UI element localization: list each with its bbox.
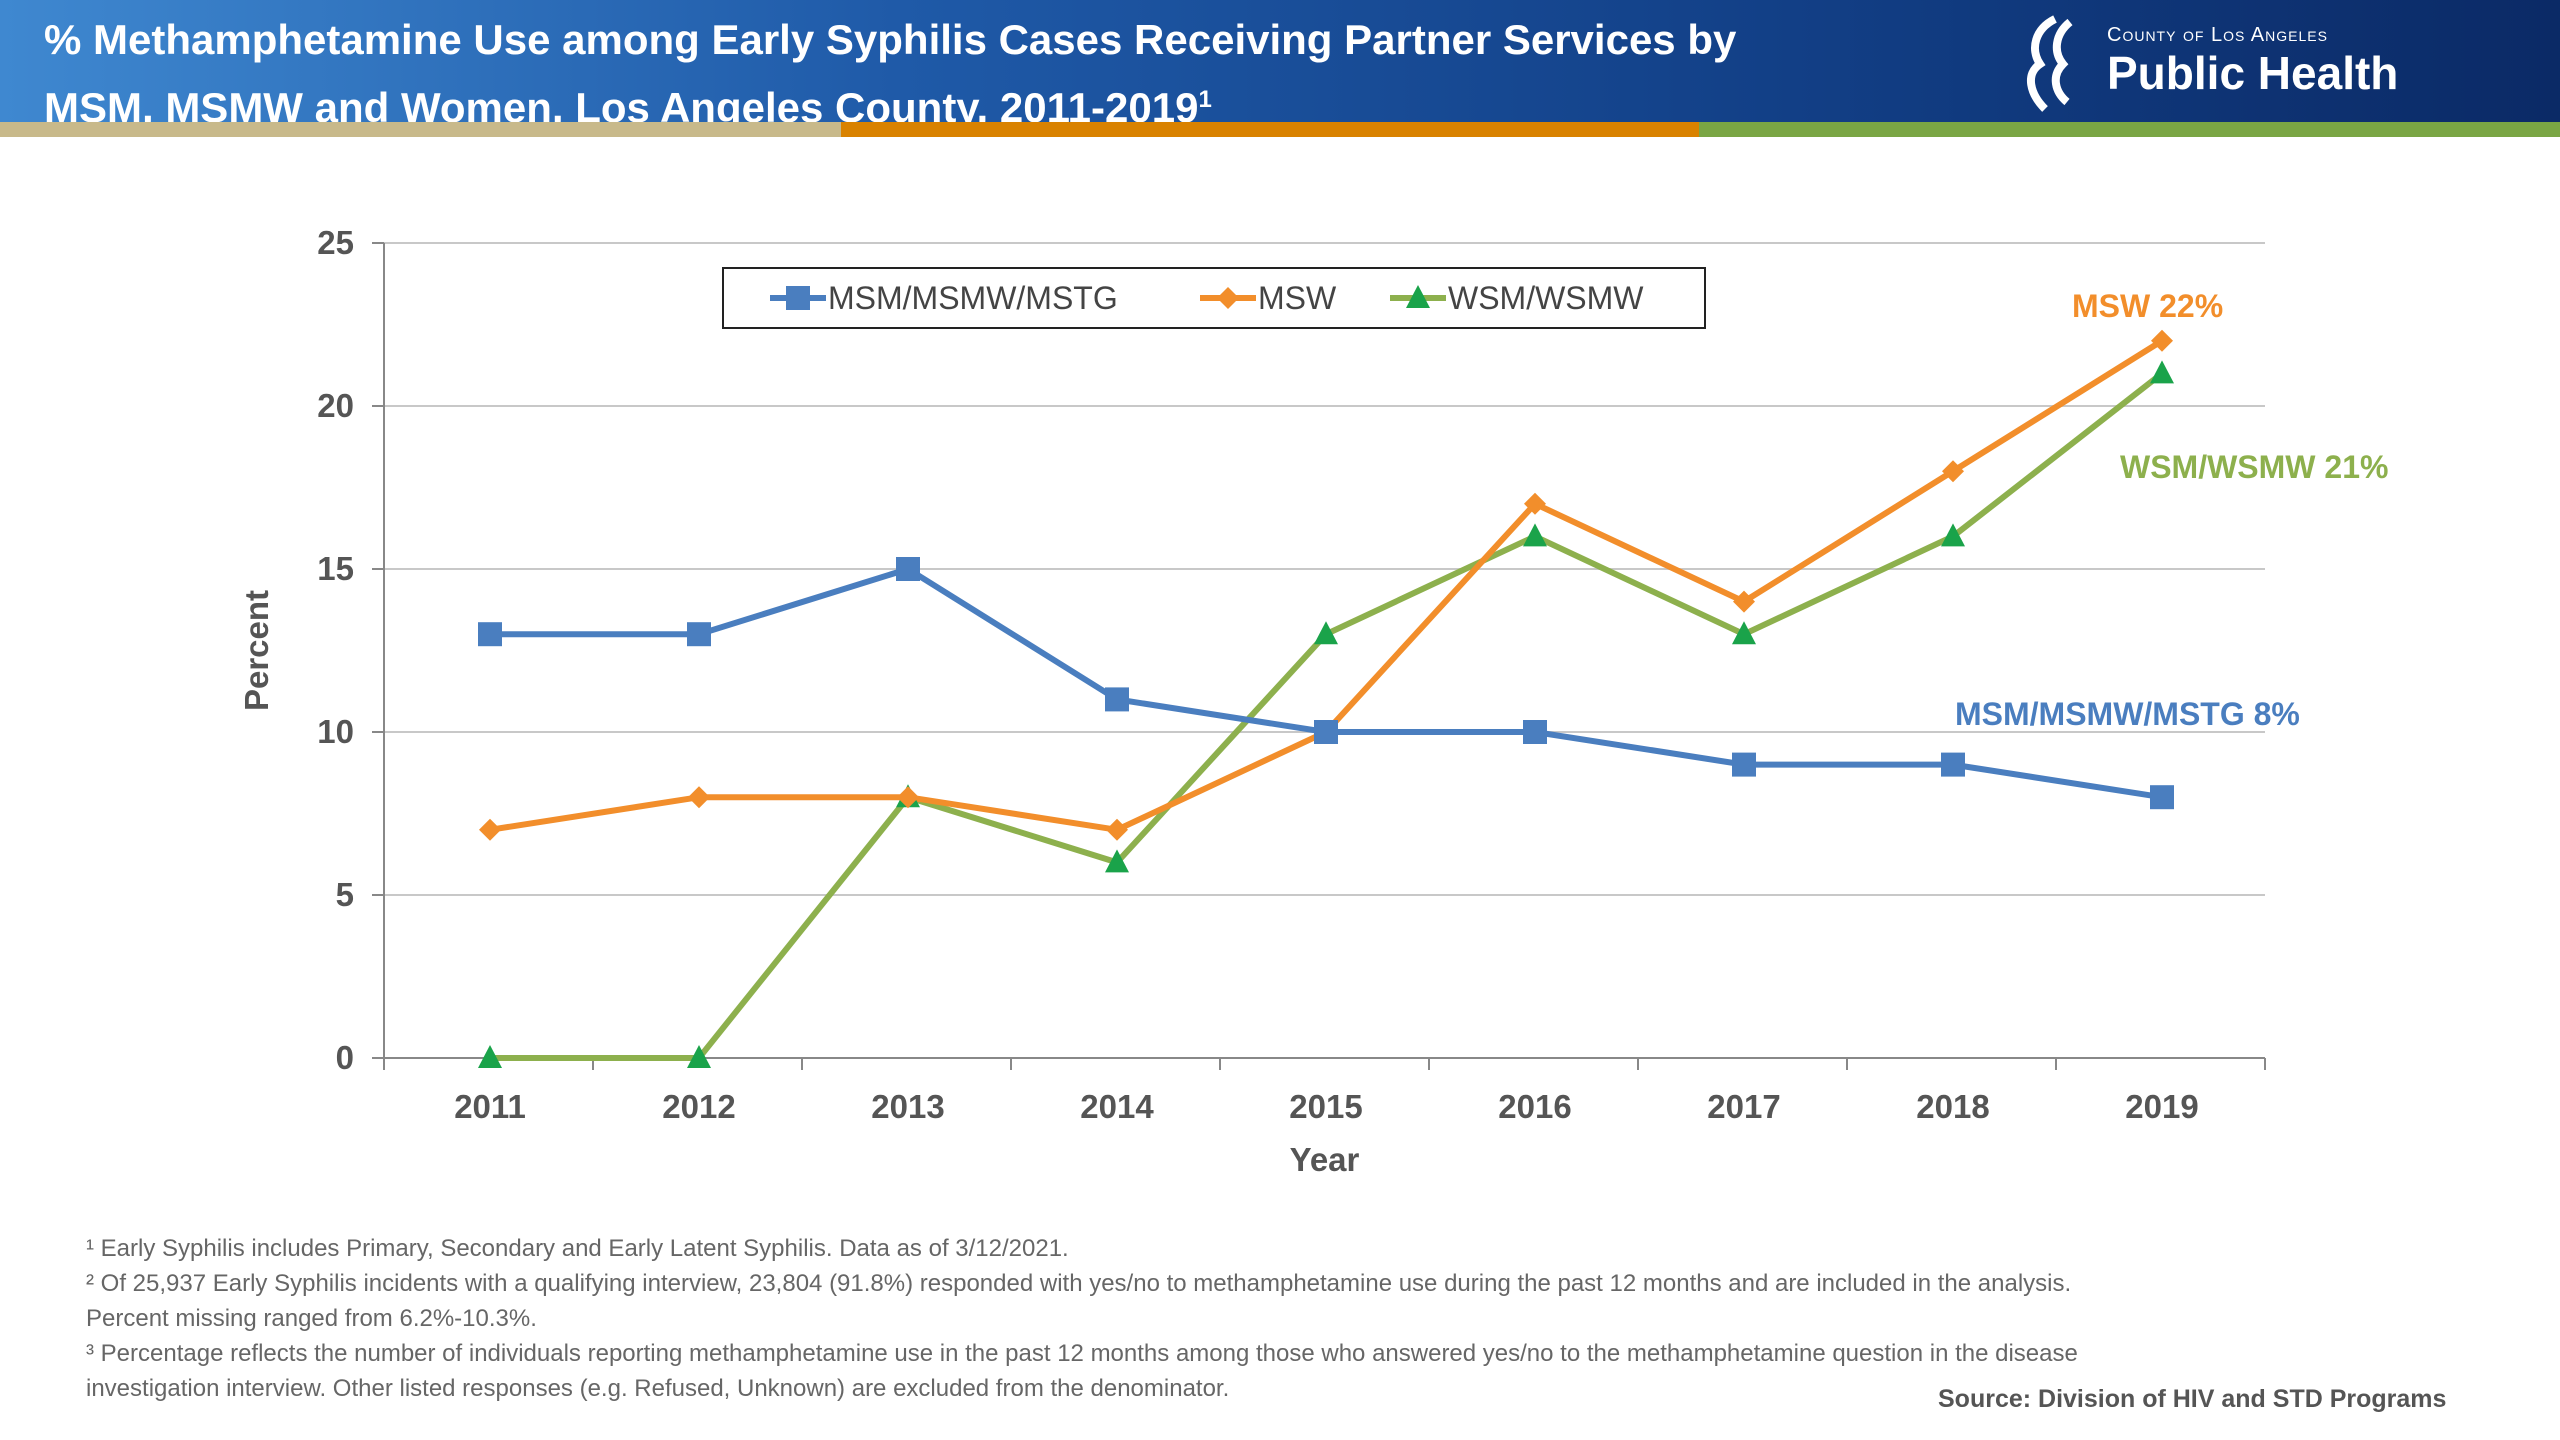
y-tick-label: 5 [336, 876, 354, 913]
data-point-triangle [1105, 849, 1129, 873]
source-note: Source: Division of HIV and STD Programs [1938, 1385, 2447, 1413]
header-banner: % Methamphetamine Use among Early Syphil… [0, 0, 2560, 131]
data-point-square [896, 557, 920, 581]
data-point-square [1105, 687, 1129, 712]
data-point-triangle [1523, 523, 1547, 547]
series-end-label: WSM/WSMW 21% [2120, 449, 2388, 485]
x-axis-title: Year [1290, 1141, 1360, 1178]
data-point-triangle [1732, 621, 1756, 645]
x-tick-label: 2019 [2125, 1088, 2198, 1125]
data-point-square [1314, 720, 1338, 744]
data-point-diamond [479, 818, 501, 841]
data-point-triangle [1314, 621, 1338, 645]
series-end-label: MSW 22% [2072, 288, 2223, 324]
data-point-triangle [1941, 523, 1965, 547]
accent-bar-tan [0, 122, 841, 137]
logo-profile-icon [2027, 15, 2073, 112]
footnote-3-cont: investigation interview. Other listed re… [86, 1375, 1230, 1402]
x-tick-label: 2015 [1289, 1088, 1362, 1125]
footnote-2-cont: Percent missing ranged from 6.2%-10.3%. [86, 1305, 537, 1332]
data-point-square [2150, 785, 2174, 810]
legend-marker [1406, 285, 1430, 308]
x-tick-label: 2012 [662, 1088, 735, 1125]
data-point-square [1523, 720, 1547, 744]
legend-label: MSW [1258, 280, 1337, 316]
data-point-diamond [897, 786, 919, 809]
x-tick-label: 2017 [1707, 1088, 1780, 1125]
footnote-1: ¹ Early Syphilis includes Primary, Secon… [86, 1235, 1069, 1262]
x-tick-label: 2011 [454, 1088, 526, 1125]
series-line-WSM/WSMW [490, 371, 2164, 1061]
data-point-diamond [1524, 492, 1546, 515]
data-point-diamond [1942, 460, 1964, 483]
accent-bar-orange [841, 122, 1699, 137]
data-point-diamond [1733, 590, 1755, 613]
x-tick-label: 2016 [1498, 1088, 1571, 1125]
data-point-diamond [1106, 818, 1128, 841]
legend-marker [786, 286, 810, 310]
y-tick-label: 15 [317, 550, 354, 587]
x-tick-label: 2013 [871, 1088, 944, 1125]
y-tick-label: 0 [336, 1039, 354, 1076]
series-line-MSW [489, 338, 2164, 833]
legend-label: MSM/MSMW/MSTG [828, 280, 1118, 316]
series-line-MSM/MSMW/MSTG [490, 565, 2163, 801]
data-point-diamond [688, 786, 710, 809]
data-point-triangle [478, 1045, 502, 1068]
series-end-label: MSM/MSMW/MSTG 8% [1955, 696, 2300, 732]
public-health-logo: County of Los Angeles Public Health [2015, 14, 2398, 119]
legend-marker [1217, 287, 1239, 309]
x-tick-label: 2018 [1916, 1088, 1989, 1125]
data-point-diamond [2151, 329, 2173, 352]
y-tick-label: 25 [317, 224, 354, 261]
y-axis-title: Percent [238, 590, 275, 711]
x-tick-label: 2014 [1080, 1088, 1154, 1125]
y-tick-label: 10 [317, 713, 354, 750]
y-tick-label: 20 [317, 387, 354, 424]
data-point-square [1732, 752, 1756, 777]
legend-label: WSM/WSMW [1448, 280, 1644, 316]
data-point-square [478, 622, 502, 647]
footnote-3: ³ Percentage reflects the number of indi… [86, 1340, 2078, 1367]
accent-bar-green [1699, 122, 2560, 137]
data-point-triangle [2150, 360, 2174, 384]
data-point-triangle [687, 1045, 711, 1068]
data-point-square [687, 622, 711, 647]
line-chart: 0 5 10 15 20 25 2011 2012 2013 2014 2015 2016 2017 20… [238, 224, 2388, 1178]
footnote-2: ² Of 25,937 Early Syphilis incidents wit… [86, 1270, 2072, 1297]
data-point-square [1941, 752, 1965, 777]
